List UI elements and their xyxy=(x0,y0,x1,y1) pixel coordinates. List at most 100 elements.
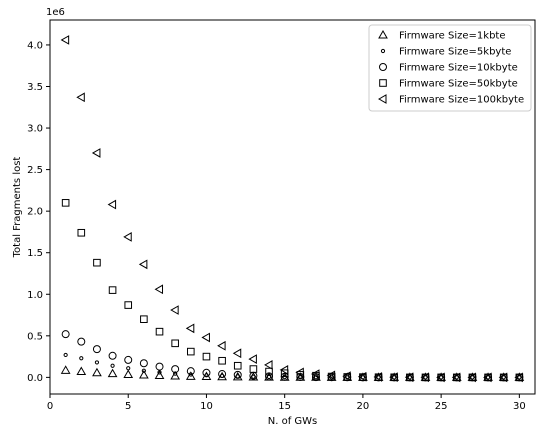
data-point xyxy=(233,361,242,370)
data-point xyxy=(202,352,211,361)
y-tick-label: 2.5 xyxy=(27,165,43,176)
data-point xyxy=(233,370,242,379)
y-axis-ticks: 0.0 0.5 1.0 1.5 2.0 2.5 3.0 3.5 4.0 xyxy=(27,40,50,384)
y-axis-offset-label: 1e6 xyxy=(46,7,65,18)
data-point xyxy=(342,371,351,381)
data-point xyxy=(173,371,178,376)
data-point xyxy=(139,370,149,379)
data-point xyxy=(264,360,273,370)
data-point xyxy=(248,354,257,364)
legend-marker xyxy=(378,29,388,39)
data-point xyxy=(76,366,87,376)
y-tick-label: 4.0 xyxy=(27,40,43,51)
data-point xyxy=(517,375,522,380)
data-point xyxy=(265,372,274,381)
data-point xyxy=(108,286,117,294)
data-point xyxy=(139,359,148,368)
data-point xyxy=(123,232,132,242)
data-point xyxy=(94,360,100,365)
data-point xyxy=(61,330,70,339)
data-point xyxy=(185,323,195,334)
data-point xyxy=(202,368,211,377)
data-point xyxy=(93,258,101,267)
legend-label: Firmware Size=1kbte xyxy=(399,31,506,42)
y-tick-label: 1.5 xyxy=(27,248,43,259)
data-point xyxy=(92,367,102,377)
data-point xyxy=(389,372,398,382)
x-tick-label: 5 xyxy=(125,401,131,412)
data-point xyxy=(170,305,179,315)
data-point xyxy=(249,365,258,373)
y-tick-label: 2.0 xyxy=(27,207,43,218)
data-point xyxy=(61,199,70,207)
axes-frame xyxy=(49,19,536,395)
data-point xyxy=(454,375,459,380)
data-point xyxy=(124,301,133,309)
legend-label: Firmware Size=5kbyte xyxy=(399,47,511,58)
data-point xyxy=(91,148,101,158)
x-tick-label: 30 xyxy=(513,401,526,412)
legend-label: Firmware Size=10kbyte xyxy=(399,63,518,74)
series-5 xyxy=(60,35,523,383)
y-tick-label: 3.5 xyxy=(27,82,43,93)
legend-box xyxy=(368,24,532,112)
data-point xyxy=(60,365,71,374)
y-axis-label: Total Fragments lost xyxy=(12,157,23,259)
x-tick-label: 10 xyxy=(200,401,213,412)
legend-marker xyxy=(377,94,387,104)
data-point xyxy=(218,370,227,379)
legend-marker xyxy=(379,63,387,71)
data-point xyxy=(187,347,195,356)
data-point xyxy=(217,340,226,351)
data-point xyxy=(470,375,475,380)
data-point xyxy=(423,375,428,380)
data-point xyxy=(218,356,226,365)
data-point xyxy=(107,199,117,210)
data-point xyxy=(123,369,134,378)
data-point xyxy=(439,375,444,380)
data-point xyxy=(467,372,476,383)
x-axis-ticks: 0 5 10 15 20 25 30 xyxy=(47,394,526,412)
data-point xyxy=(251,374,256,379)
series-2 xyxy=(63,352,522,380)
data-point xyxy=(154,284,164,295)
data-point xyxy=(155,362,164,371)
data-point xyxy=(204,373,209,378)
data-point xyxy=(498,372,508,383)
data-point xyxy=(420,372,429,383)
data-point xyxy=(77,337,86,346)
data-point xyxy=(186,367,195,376)
data-point xyxy=(485,375,491,380)
data-point xyxy=(436,372,445,383)
x-axis-label: N. of GWs xyxy=(268,416,318,427)
data-point xyxy=(171,365,180,374)
data-point xyxy=(155,327,164,336)
data-point xyxy=(357,371,367,382)
legend-label: Firmware Size=100kbyte xyxy=(399,95,524,106)
data-point xyxy=(79,356,84,361)
data-point xyxy=(265,367,273,376)
y-tick-label: 0.0 xyxy=(27,373,43,384)
data-point xyxy=(483,372,492,383)
data-point xyxy=(63,352,68,358)
x-tick-label: 20 xyxy=(357,401,370,412)
legend-marker xyxy=(379,79,387,87)
data-point xyxy=(514,372,523,383)
data-point xyxy=(232,348,242,359)
data-point xyxy=(501,375,506,380)
data-point xyxy=(76,92,85,103)
plot-area xyxy=(60,35,525,383)
data-point xyxy=(329,375,334,380)
data-point xyxy=(201,332,210,343)
y-tick-label: 3.0 xyxy=(27,124,43,135)
data-point xyxy=(373,372,383,382)
data-point xyxy=(77,228,86,237)
data-point xyxy=(326,370,336,381)
data-point xyxy=(60,35,70,45)
data-point xyxy=(171,339,179,348)
data-point xyxy=(110,363,115,368)
data-point xyxy=(108,351,117,360)
data-point xyxy=(279,365,289,375)
data-point xyxy=(295,367,304,378)
data-point xyxy=(138,259,148,270)
